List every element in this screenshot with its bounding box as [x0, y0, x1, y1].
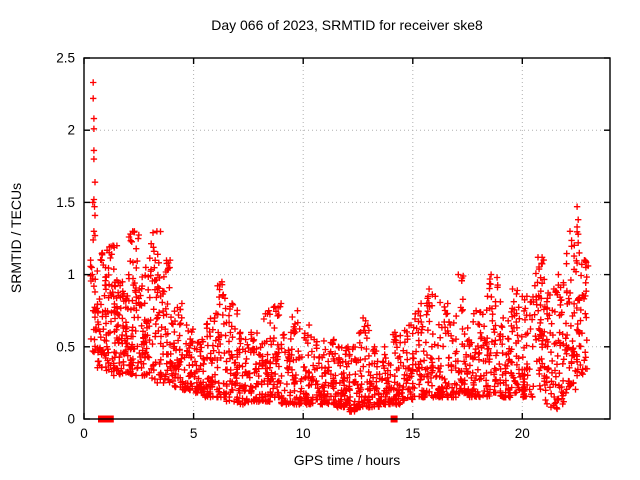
x-tick-label: 15 [405, 426, 420, 441]
y-tick-label: 2.5 [56, 51, 75, 66]
x-axis-label: GPS time / hours [293, 452, 401, 468]
scatter-points [87, 79, 592, 415]
x-tick-label: 5 [190, 426, 198, 441]
y-tick-label: 0 [67, 412, 75, 427]
x-tick-label: 10 [296, 426, 311, 441]
chart-title: Day 066 of 2023, SRMTID for receiver ske… [211, 17, 483, 33]
y-tick-label: 2 [67, 123, 75, 138]
y-tick-label: 0.5 [56, 339, 75, 354]
y-tick-label: 1 [67, 267, 75, 282]
x-tick-label: 20 [515, 426, 530, 441]
plot-border [83, 57, 611, 420]
y-tick-label: 1.5 [56, 195, 75, 210]
x-tick-label: 0 [80, 426, 88, 441]
